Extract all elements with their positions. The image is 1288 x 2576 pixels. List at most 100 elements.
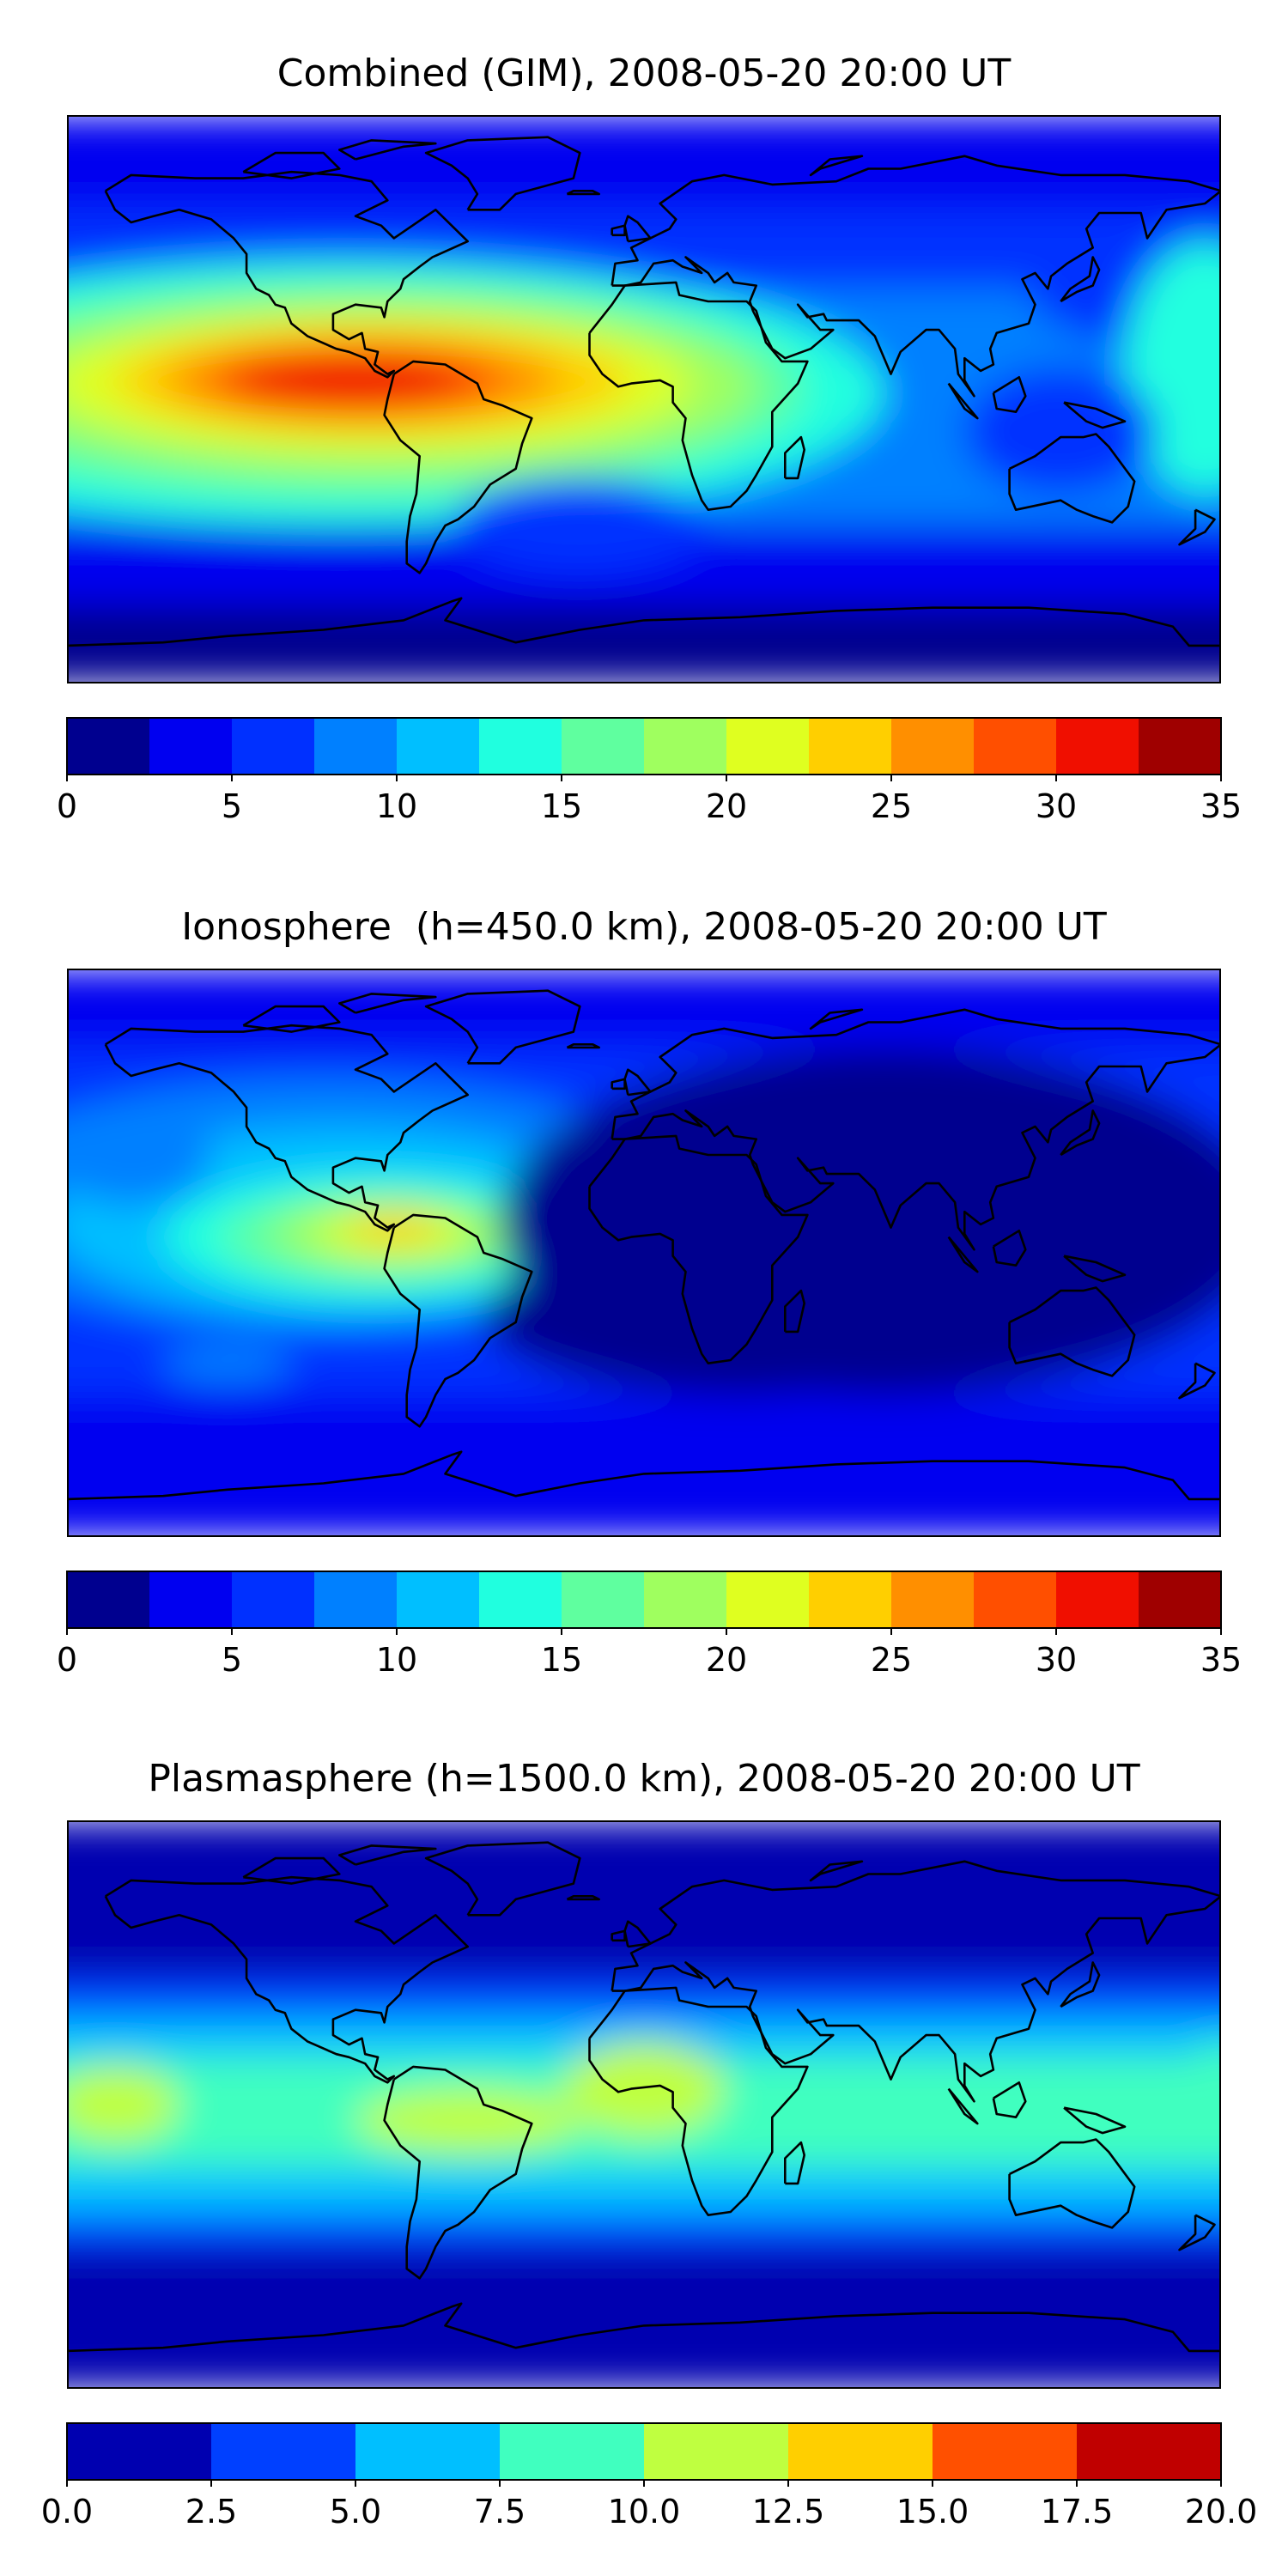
coastline [992, 2081, 1027, 2119]
contour-region [67, 2066, 179, 2143]
colorbar-tick-label: 17.5 [1041, 2493, 1114, 2530]
tec-map [67, 115, 1221, 683]
colorbar-segment [397, 1571, 480, 1628]
contour-region [452, 477, 708, 574]
colorbar-segment [644, 718, 727, 775]
colorbar-tick-label: 10 [376, 1641, 417, 1679]
contour-band [67, 2167, 1221, 2216]
colorbar-segment [232, 718, 315, 775]
colorbar-segment [933, 2423, 1078, 2480]
colorbar-segment [1056, 718, 1139, 775]
colorbar-segment [397, 718, 480, 775]
colorbar-segment [891, 718, 975, 775]
coastline [588, 281, 809, 512]
colorbar-tick-label: 20.0 [1185, 2493, 1258, 2530]
colorbar-tick-label: 35 [1200, 1641, 1242, 1679]
coastline [67, 2302, 1221, 2373]
coastline [588, 1986, 809, 2217]
contour-region [67, 1110, 211, 1206]
colorbar-segment [1139, 718, 1222, 775]
coastline [566, 1895, 601, 1901]
colorbar-segment [974, 718, 1057, 775]
coastline [1063, 1255, 1127, 1283]
colorbar-tick-label: 5 [222, 787, 242, 825]
colorbar-segment [479, 718, 562, 775]
colorbar-tick-label: 15 [541, 787, 582, 825]
contour-region [163, 1344, 292, 1382]
map-frame [67, 969, 1221, 1537]
contour-region [563, 2041, 725, 2136]
coastline [611, 1008, 1221, 1251]
coastline [67, 597, 1221, 668]
coastline [809, 155, 864, 177]
contour-band [67, 115, 1221, 211]
colorbar-tick-label: 20 [706, 787, 747, 825]
coastline [242, 151, 341, 179]
contour-region [483, 1236, 997, 1395]
coastline [1178, 508, 1216, 546]
coastline [1060, 256, 1101, 303]
contour-region [355, 2088, 580, 2153]
coastline [383, 1213, 533, 1428]
colorbar: 0.0 2.5 5.0 7.5 10.0 12.5 15.0 17.5 20.0 [41, 2422, 1257, 2530]
coastline [242, 1005, 341, 1033]
tec-map [67, 1820, 1221, 2389]
colorbar-segment [67, 2423, 212, 2480]
coastline [992, 1229, 1027, 1267]
colorbar-segment [149, 1571, 233, 1628]
contour-band [67, 2215, 1221, 2248]
coastline [783, 1289, 806, 1334]
coastline [947, 1236, 979, 1273]
coastline [383, 2065, 533, 2280]
colorbar-tick-label: 12.5 [752, 2493, 825, 2530]
map-frame [67, 1820, 1221, 2389]
colorbar-segment [1077, 2423, 1222, 2480]
colorbar-segment [1056, 1571, 1139, 1628]
colorbar-tick-label: 25 [871, 787, 912, 825]
coastline [424, 989, 581, 1065]
coastline [566, 190, 601, 196]
colorbar-segment [149, 718, 233, 775]
contour-band [67, 605, 1221, 683]
colorbar-tick-label: 10 [376, 787, 417, 825]
colorbar-segment [500, 2423, 645, 2480]
colorbar-tick-label: 15 [541, 1641, 582, 1679]
colorbar-segment [211, 2423, 356, 2480]
tec-map [67, 969, 1221, 1537]
chart-title: Combined (GIM), 2008-05-20 20:00 UT [276, 52, 1012, 95]
coastline [337, 139, 437, 161]
coastline [424, 1841, 581, 1917]
colorbar-segment [726, 718, 810, 775]
colorbar: 0 5 10 15 20 25 30 35 [57, 717, 1242, 825]
coastline [947, 382, 979, 420]
coastline [1008, 2138, 1136, 2229]
colorbar-segment [644, 2423, 789, 2480]
coastline [809, 1008, 864, 1030]
coastline [242, 1856, 341, 1885]
coastline [783, 2141, 806, 2185]
colorbar-segment [232, 1571, 315, 1628]
coastline [809, 1860, 864, 1882]
colorbar-segment [726, 1571, 810, 1628]
coastline [1060, 1109, 1101, 1157]
contour-band [67, 2246, 1221, 2389]
colorbar-segment [314, 718, 398, 775]
colorbar-frame [66, 717, 1222, 775]
coastline [611, 155, 1221, 398]
coastline [1063, 401, 1127, 429]
colorbar-tick-label: 0 [57, 787, 77, 825]
colorbar-tick-label: 0.0 [41, 2493, 93, 2530]
colorbar-segment [788, 2423, 933, 2480]
coastline [947, 2087, 979, 2125]
colorbar-segment [67, 718, 150, 775]
colorbar-tick-label: 15.0 [896, 2493, 969, 2530]
chart-title: Ionosphere (h=450.0 km), 2008-05-20 20:0… [181, 905, 1107, 949]
colorbar-segment [314, 1571, 398, 1628]
contour-band [67, 969, 1221, 1048]
colorbar-segment [562, 1571, 645, 1628]
coastline [566, 1043, 601, 1049]
colorbar-segment [479, 1571, 562, 1628]
coastline [67, 1450, 1221, 1522]
colorbar-tick-label: 5 [222, 1641, 242, 1679]
colorbar-frame [66, 1571, 1222, 1629]
